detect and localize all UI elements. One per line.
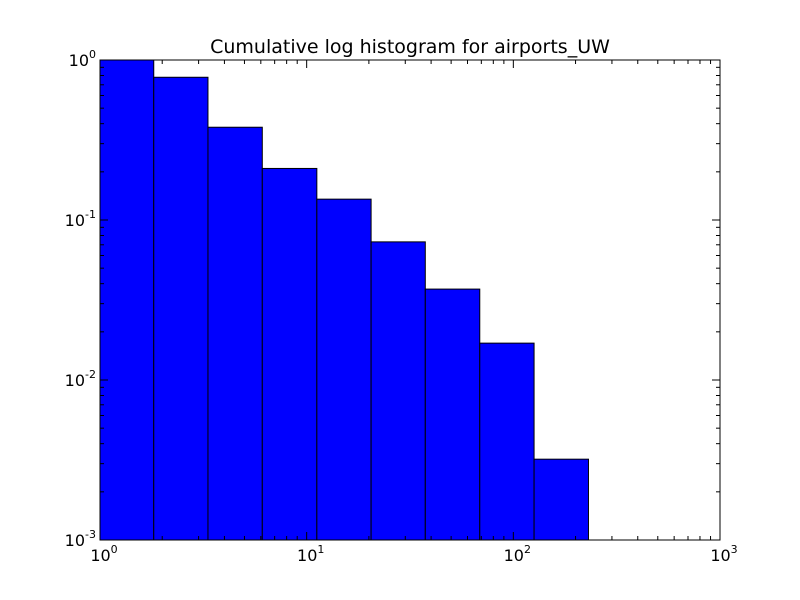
histogram-bar-2 [153, 76, 209, 541]
x-tick-label-0: 100 [90, 543, 117, 565]
bars-layer [99, 59, 589, 541]
ticks-layer [99, 59, 721, 541]
histogram-bar-8 [479, 342, 535, 541]
x-tick-label-3: 103 [710, 543, 737, 565]
y-tick-label--1: 10-1 [65, 208, 96, 230]
histogram-bar-5 [316, 198, 372, 541]
histogram-bar-6 [370, 241, 426, 541]
tick-labels-layer: 100 101 102 103 100 10-1 10-2 10-3 [65, 48, 738, 565]
histogram-bar-3 [207, 126, 263, 541]
histogram-bar-9 [533, 458, 589, 541]
histogram-bar-7 [424, 288, 481, 541]
y-tick-label--2: 10-2 [65, 368, 96, 390]
plot-frame [99, 59, 721, 541]
y-tick-label-0: 100 [69, 48, 96, 70]
histogram-bar-1 [99, 59, 155, 541]
x-tick-label-2: 102 [504, 543, 531, 565]
chart-title: Cumulative log histogram for airports_UW [210, 36, 610, 58]
histogram-bar-4 [261, 167, 318, 541]
x-tick-label-1: 101 [297, 543, 324, 565]
y-tick-label--3: 10-3 [65, 528, 96, 550]
